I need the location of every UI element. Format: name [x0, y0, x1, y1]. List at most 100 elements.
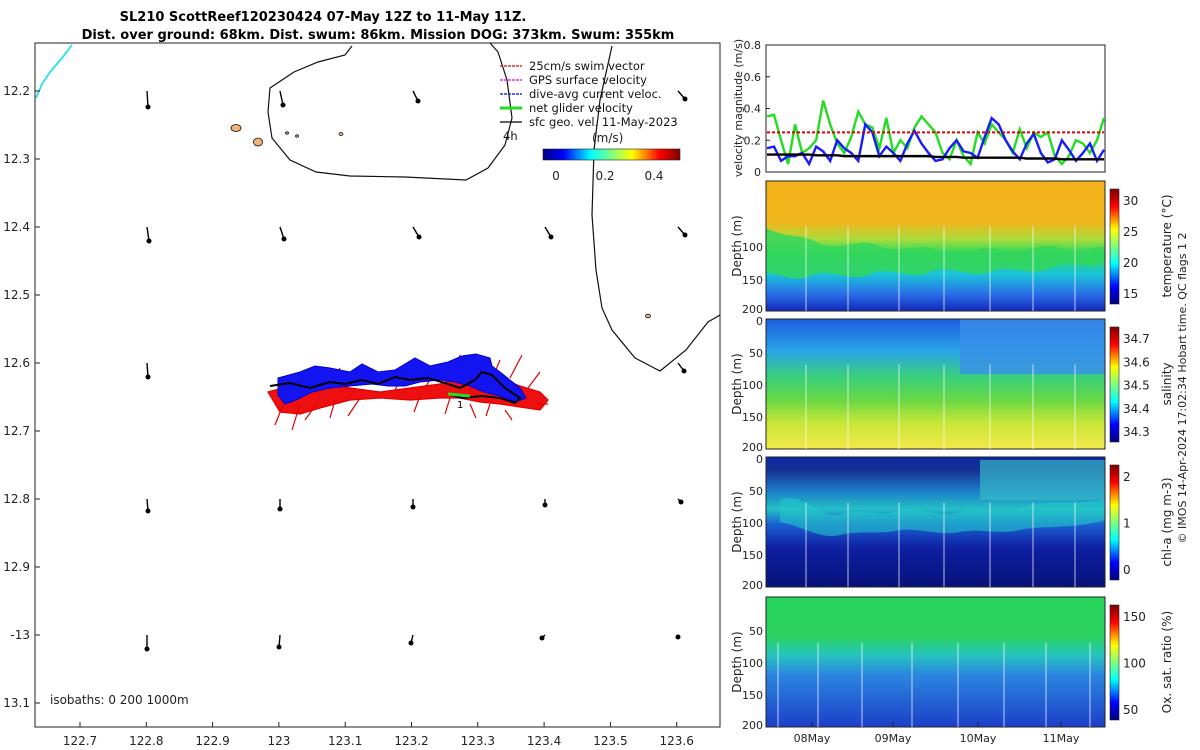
lon-tick-label: 122.8 — [129, 734, 163, 748]
lat-tick-label: 12.5 — [3, 288, 30, 302]
lon-tick-label: 123.6 — [660, 734, 694, 748]
section-labels: Depth (m) temperature (°C)100150200302520… — [730, 194, 1174, 745]
geo-arrow-head — [539, 635, 545, 641]
date-tick-label: 09May — [875, 732, 912, 745]
depth-tick-label: 100 — [742, 241, 763, 254]
geo-arrow-head — [276, 644, 282, 650]
velocity-tick-label: 0.8 — [744, 39, 762, 52]
depth-tick-label: 150 — [742, 411, 763, 424]
map-panel: 1 25cm/s swim vector GPS surface velocit… — [3, 42, 721, 748]
velocity-tick-label: 0.6 — [744, 71, 762, 84]
isobath-contour — [267, 42, 513, 181]
section-panels: Depth (m) temperature (°C)100150200302520… — [730, 180, 1174, 745]
salinity-frame — [765, 318, 1106, 450]
colorbar-label: Ox. sat. ratio (%) — [1160, 611, 1174, 713]
geo-arrow-head — [410, 504, 416, 510]
coastline — [35, 44, 73, 99]
date-tick-label: 11May — [1043, 732, 1080, 745]
geo-arrow-head — [548, 234, 554, 240]
lon-tick-label: 123.5 — [593, 734, 627, 748]
geo-arrow-head — [682, 96, 688, 102]
reef-island — [645, 313, 651, 319]
oxygen-field — [766, 597, 1105, 727]
geo-arrow — [146, 90, 149, 108]
depth-tick-label: 150 — [742, 274, 763, 287]
temperature-thermocline — [766, 228, 1105, 279]
latitude-ticks: 12.2 12.3 12.4 12.5 12.6 12.7 12.8 12.9 -13 13.1 — [3, 84, 40, 710]
depth-axis-label: Depth (m) — [730, 215, 744, 276]
colorbar-tick-label: 100 — [1123, 657, 1146, 671]
depth-tick-label: 150 — [742, 549, 763, 562]
depth-tick-label: 0 — [756, 453, 763, 466]
geo-arrow-head — [145, 374, 151, 380]
lon-tick-label: 122.7 — [63, 734, 97, 748]
reef-island — [285, 131, 289, 135]
depth-tick-label: 50 — [749, 347, 763, 360]
depth-tick-label: 200 — [742, 303, 763, 316]
net-glider-velocity-arrow — [447, 392, 471, 398]
colorbar-tick: 0.4 — [644, 169, 663, 183]
velocity-panel: 0 0.2 0.4 0.6 0.8 velocity magnitude (m/s) — [732, 39, 1106, 179]
colorbar-tick-label: 30 — [1123, 194, 1138, 208]
map-legend: 25cm/s swim vector GPS surface velocity … — [500, 59, 681, 183]
lat-tick-label: 12.8 — [3, 492, 30, 506]
profile-gaps — [777, 226, 1091, 727]
velocity-series — [766, 100, 1106, 167]
depth-tick-label: 50 — [749, 625, 763, 638]
colorbar-label: salinity — [1160, 362, 1174, 405]
depth-tick-label: 200 — [742, 719, 763, 732]
depth-tick-label: 150 — [742, 689, 763, 702]
geo-arrow-head — [144, 646, 150, 652]
colorbar-tick: 0 — [552, 169, 560, 183]
title-line-2: Dist. over ground: 68km. Dist. swum: 86k… — [82, 28, 675, 43]
velocity-ylabel: velocity magnitude (m/s) — [732, 39, 745, 177]
geo-arrow-head — [675, 634, 681, 640]
colorbar-tick-label: 150 — [1123, 610, 1146, 624]
colorbar-tick-label: 50 — [1123, 703, 1138, 717]
velocity-tick-label: 0 — [754, 166, 761, 179]
lon-tick-label: 123.2 — [394, 734, 428, 748]
lon-tick-label: 123 — [267, 734, 290, 748]
lon-tick-label: 123.4 — [527, 734, 561, 748]
longitude-ticks: 122.7 122.8 122.9 123 123.1 123.2 123.3 123.4 12… — [63, 722, 694, 748]
geo-arrow-head — [682, 232, 688, 238]
chla-colorbar — [1109, 464, 1120, 581]
colorbar-tick-label: 34.3 — [1123, 425, 1150, 439]
speed-colorbar — [542, 148, 681, 161]
lat-tick-label: -13 — [10, 628, 30, 642]
geo-arrow-head — [277, 506, 283, 512]
velocity-yticks: 0 0.2 0.4 0.6 0.8 — [744, 39, 770, 179]
colorbar-label: chl-a (mg m-3) — [1160, 477, 1174, 566]
reef-island — [230, 124, 242, 132]
depth-tick-label: 200 — [742, 441, 763, 454]
salinity-panel — [765, 318, 1120, 450]
date-tick-label: 10May — [960, 732, 997, 745]
colorbar-tick: 0.2 — [595, 169, 614, 183]
lat-tick-label: 12.7 — [3, 424, 30, 438]
colorbar-tick-label: 1 — [1123, 517, 1131, 531]
legend-swim-label: 25cm/s swim vector — [529, 59, 645, 73]
oxygen-colorbar — [1109, 604, 1120, 721]
chla-panel — [765, 456, 1120, 588]
colorbar-unit: (m/s) — [592, 131, 623, 145]
reef-island — [253, 137, 263, 147]
salinity-colorbar — [1109, 326, 1120, 443]
lat-tick-label: 12.9 — [3, 560, 30, 574]
reef-island — [338, 132, 344, 136]
temperature-colorbar — [1109, 188, 1120, 305]
depth-axis-label: Depth (m) — [730, 631, 744, 692]
track-marker-label: 1 — [457, 400, 463, 411]
title-line-1: SL210 ScottReef120230424 07-May 12Z to 1… — [120, 10, 527, 25]
geo-arrow-head — [408, 640, 414, 646]
legend-net-label: net glider velocity — [529, 101, 633, 115]
geo-arrow-head — [281, 236, 287, 242]
legend-geo-label: sfc geo. vel. 11-May-2023 — [529, 115, 678, 129]
oxygen-panel — [765, 596, 1120, 728]
depth-tick-label: 50 — [749, 485, 763, 498]
colorbar-tick-label: 25 — [1123, 225, 1138, 239]
lat-tick-label: 12.6 — [3, 356, 30, 370]
velocity-series-line — [767, 153, 1104, 161]
lon-tick-label: 122.9 — [195, 734, 229, 748]
legend-4h-label: 4h — [503, 129, 518, 143]
velocity-tick-label: 0.4 — [744, 103, 762, 116]
